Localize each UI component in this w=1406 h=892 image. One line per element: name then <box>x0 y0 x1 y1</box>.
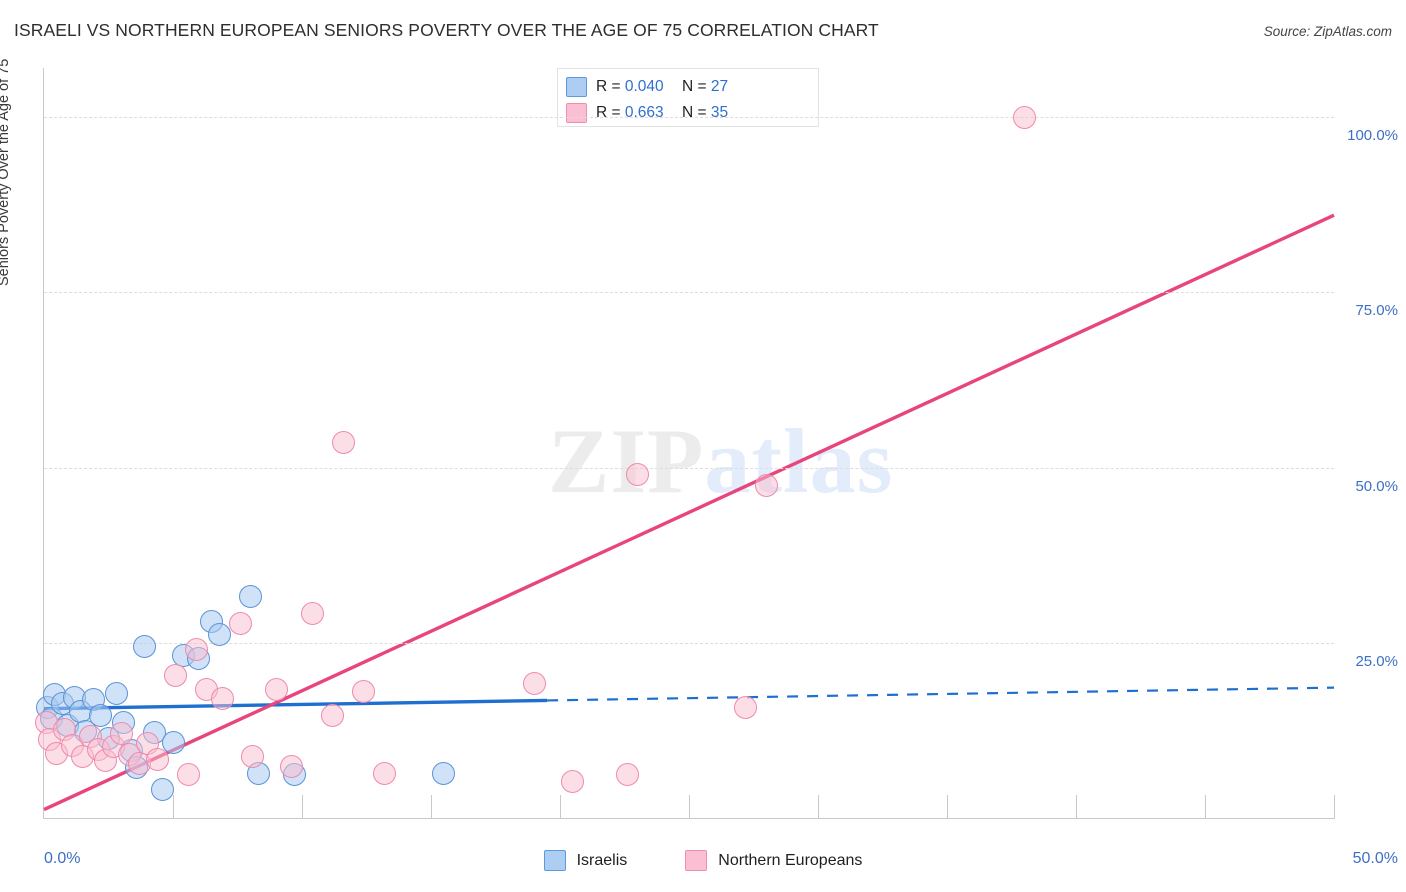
y-tick-label-75: 75.0% <box>1355 302 1398 320</box>
n-value-northern-europeans: 35 <box>710 104 729 121</box>
data-point-northern-european[interactable] <box>184 638 208 662</box>
x-tick-30 <box>818 795 819 818</box>
x-tick-25 <box>689 795 690 818</box>
legend-color-israelis <box>543 850 566 871</box>
legend-swatch-northern-europeans <box>566 103 587 123</box>
x-axis-min-label: 0.0% <box>44 850 81 867</box>
series-legend: Israelis Northern Europeans <box>0 850 1406 871</box>
page-title: ISRAELI VS NORTHERN EUROPEAN SENIORS POV… <box>14 20 879 40</box>
data-point-northern-european[interactable] <box>146 747 170 771</box>
data-point-northern-european[interactable] <box>734 695 758 719</box>
data-point-israelis[interactable] <box>432 761 456 785</box>
legend-swatch-israelis <box>566 77 587 97</box>
data-point-northern-european[interactable] <box>264 677 288 701</box>
x-tick-15 <box>431 795 432 818</box>
data-point-northern-european[interactable] <box>561 770 585 794</box>
data-point-northern-european[interactable] <box>1012 105 1036 129</box>
plot-area <box>44 68 1334 816</box>
x-axis-max-label: 50.0% <box>1352 850 1398 867</box>
stats-legend-row-israelis: R = 0.040 N = 27 <box>566 74 810 100</box>
source-attribution: Source: ZipAtlas.com <box>1263 24 1392 39</box>
r-label-israelis: R = <box>596 78 625 95</box>
data-point-northern-european[interactable] <box>280 754 304 778</box>
data-point-northern-european[interactable] <box>331 430 355 454</box>
data-point-northern-european[interactable] <box>522 671 546 695</box>
r-value-northern-europeans: 0.663 <box>624 104 664 121</box>
x-tick-5 <box>173 795 174 818</box>
x-tick-10 <box>302 795 303 818</box>
r-value-israelis: 0.040 <box>624 78 664 95</box>
legend-item-israelis[interactable]: Israelis <box>543 850 628 871</box>
data-point-northern-european[interactable] <box>241 744 265 768</box>
n-label-northern-europeans: N = <box>682 104 711 121</box>
gridline-y-50 <box>44 467 1334 469</box>
data-point-northern-european[interactable] <box>373 761 397 785</box>
x-tick-20 <box>560 795 561 818</box>
data-point-northern-european[interactable] <box>228 611 252 635</box>
legend-label-israelis: Israelis <box>576 851 628 869</box>
data-point-israelis[interactable] <box>207 622 231 646</box>
x-tick-50 <box>1334 795 1335 818</box>
data-point-northern-european[interactable] <box>164 663 188 687</box>
y-tick-label-50: 50.0% <box>1355 477 1398 495</box>
x-axis-line <box>43 818 1335 819</box>
legend-label-northern-europeans: Northern Europeans <box>718 851 863 869</box>
gridline-y-25 <box>44 642 1334 644</box>
data-point-northern-european[interactable] <box>625 463 649 487</box>
data-point-israelis[interactable] <box>238 585 262 608</box>
data-point-northern-european[interactable] <box>615 763 639 787</box>
r-label-northern-europeans: R = <box>596 104 625 121</box>
data-point-israelis[interactable] <box>161 730 185 754</box>
y-tick-label-25: 25.0% <box>1355 652 1398 670</box>
data-point-northern-european[interactable] <box>352 680 376 704</box>
legend-item-northern-europeans[interactable]: Northern Europeans <box>685 850 862 871</box>
data-point-northern-european[interactable] <box>210 687 234 711</box>
gridline-y-100 <box>44 117 1334 119</box>
data-point-israelis[interactable] <box>104 681 128 705</box>
y-axis-title: Seniors Poverty Over the Age of 75 <box>0 58 12 286</box>
legend-color-northern-europeans <box>685 850 708 871</box>
data-point-northern-european[interactable] <box>321 704 345 728</box>
data-point-israelis[interactable] <box>89 704 113 728</box>
gridline-y-75 <box>44 292 1334 294</box>
x-tick-40 <box>1076 795 1077 818</box>
n-label-israelis: N = <box>682 78 711 95</box>
data-point-northern-european[interactable] <box>754 474 778 498</box>
y-tick-label-100: 100.0% <box>1347 127 1398 145</box>
x-tick-35 <box>947 795 948 818</box>
n-value-israelis: 27 <box>710 78 729 95</box>
data-point-israelis[interactable] <box>151 778 175 802</box>
stats-legend-row-northern-europeans: R = 0.663 N = 35 <box>566 100 810 126</box>
stats-legend: R = 0.040 N = 27 R = 0.663 N = 35 <box>557 68 819 127</box>
x-tick-45 <box>1205 795 1206 818</box>
data-point-northern-european[interactable] <box>176 763 200 787</box>
data-point-israelis[interactable] <box>133 635 157 659</box>
data-point-northern-european[interactable] <box>300 601 324 625</box>
